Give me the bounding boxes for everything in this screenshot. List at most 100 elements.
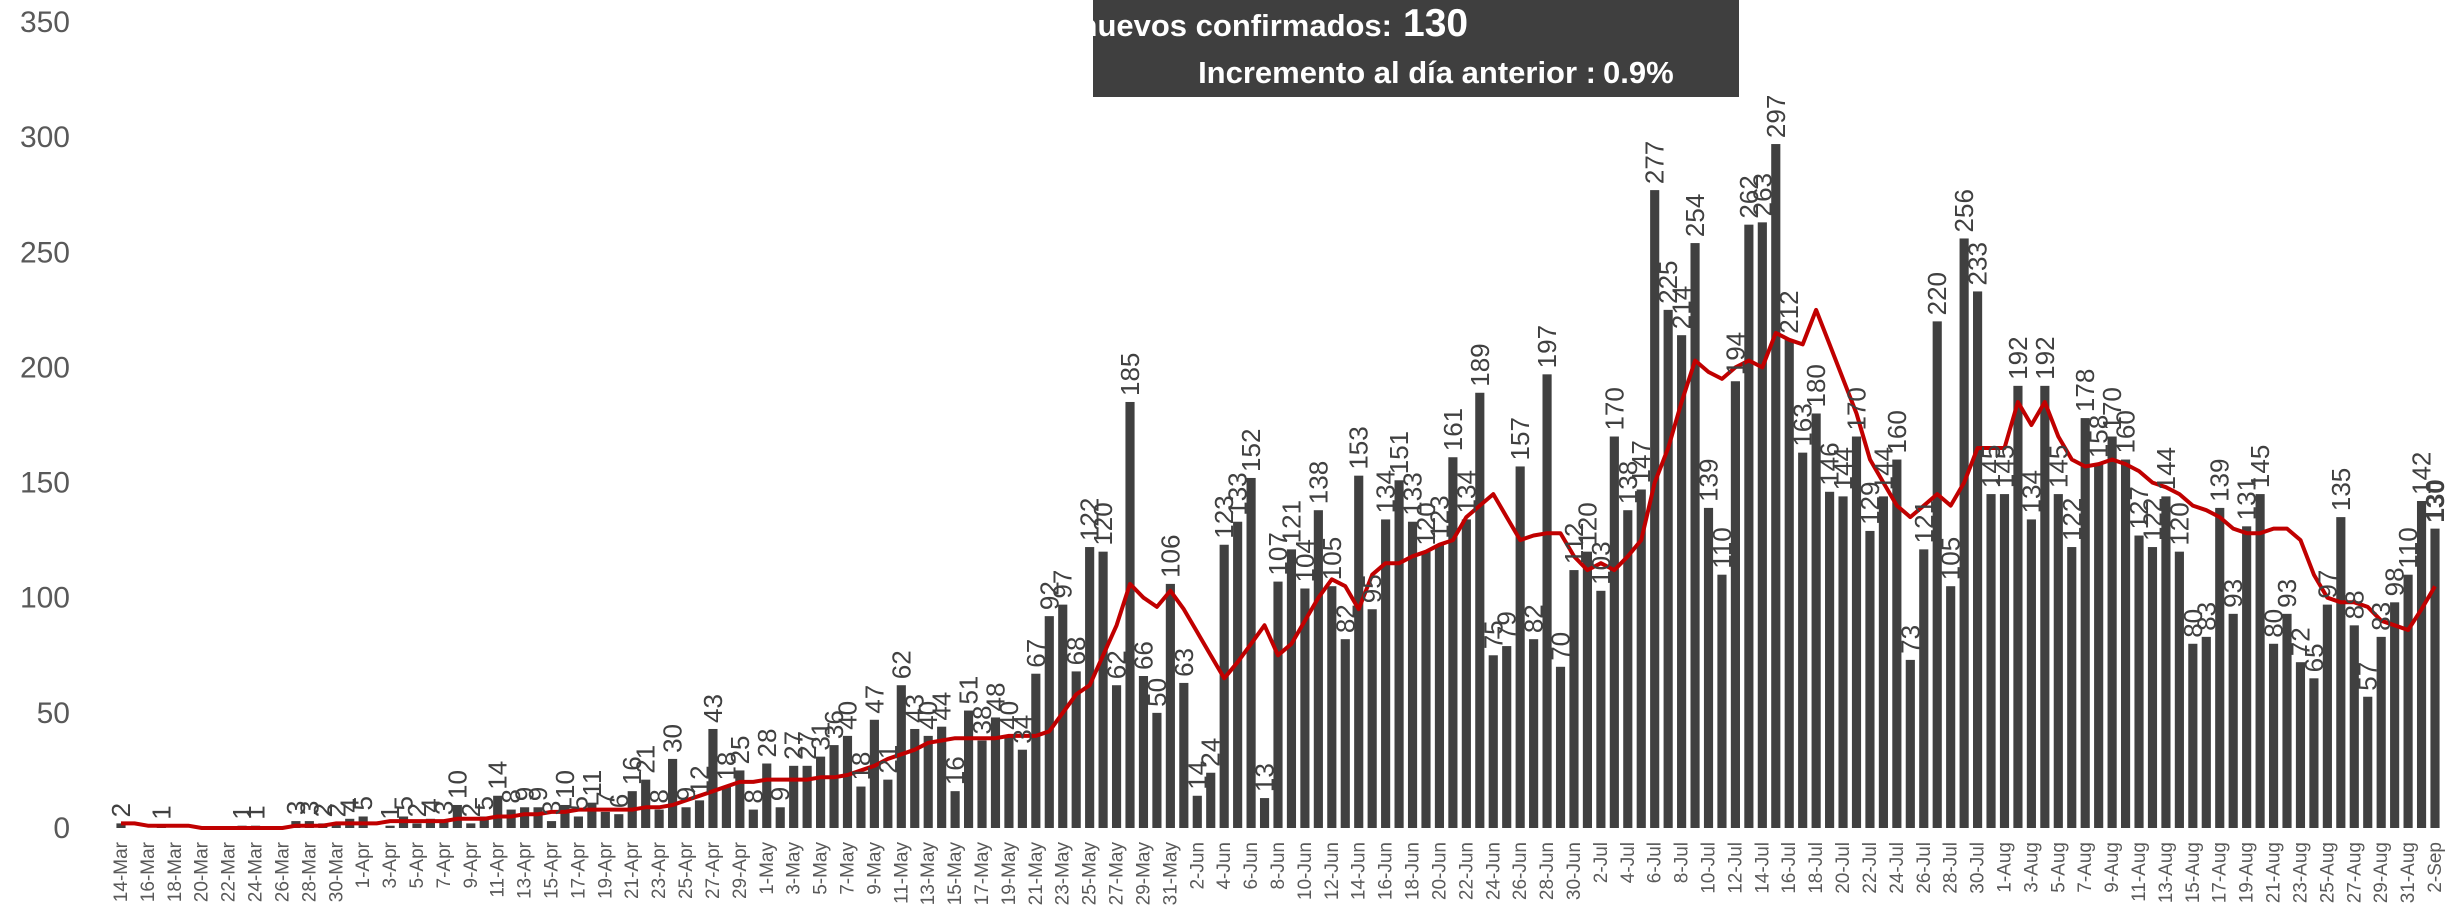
- bar: [2026, 519, 2036, 828]
- data-label: 194: [1720, 332, 1750, 375]
- bar: [1233, 521, 1243, 828]
- x-tick-label: 20-Jul: [1833, 842, 1854, 894]
- data-label: 147: [1626, 440, 1656, 483]
- bar: [2416, 500, 2427, 828]
- x-tick-label: 26-Jul: [1914, 842, 1935, 894]
- bar: [910, 728, 920, 828]
- bar: [2430, 528, 2440, 828]
- x-tick-label: 18-Mar: [165, 841, 186, 902]
- bar: [1609, 436, 1619, 828]
- data-label: 3: [294, 801, 324, 815]
- x-tick-label: 17-Apr: [568, 841, 589, 899]
- x-tick-label: 29-Apr: [730, 841, 751, 899]
- bar: [385, 825, 395, 828]
- bar: [2376, 636, 2386, 828]
- bar: [1851, 436, 1862, 828]
- data-label: 122: [2137, 498, 2167, 541]
- data-label: 70: [1546, 632, 1576, 661]
- data-label: 144: [1828, 447, 1858, 490]
- x-tick-label: 27-Apr: [703, 841, 724, 899]
- data-label: 40: [994, 701, 1024, 730]
- bar: [1757, 222, 1767, 828]
- bar: [1206, 772, 1216, 828]
- data-label: 5: [563, 796, 593, 810]
- bar: [2174, 551, 2184, 828]
- bar: [493, 795, 503, 828]
- data-label: 135: [2326, 468, 2356, 511]
- x-tick-label: 30-Jun: [1564, 842, 1585, 900]
- data-label: 104: [1290, 539, 1320, 582]
- data-label: 103: [1586, 541, 1616, 584]
- bar: [789, 765, 799, 828]
- bar: [977, 740, 987, 828]
- bar: [1300, 588, 1310, 828]
- data-label: 6: [604, 794, 634, 808]
- x-tick-label: 1-May: [757, 842, 778, 895]
- data-label: 44: [927, 692, 957, 721]
- x-tick-label: 25-Aug: [2317, 842, 2338, 903]
- data-label: 131: [2232, 477, 2262, 520]
- data-label: 16: [617, 756, 647, 785]
- bar: [1340, 639, 1350, 828]
- data-label: 160: [2111, 410, 2141, 453]
- bar: [1044, 616, 1054, 828]
- bar: [1865, 530, 1875, 828]
- x-tick-label: 23-Aug: [2290, 842, 2311, 903]
- data-label: 75: [1478, 620, 1508, 649]
- bar: [600, 811, 610, 828]
- bar: [816, 756, 826, 828]
- x-tick-label: 29-Aug: [2371, 842, 2392, 903]
- bar: [614, 814, 624, 828]
- bar: [1959, 238, 1969, 828]
- data-label: 153: [1344, 426, 1374, 469]
- x-tick-label: 15-Aug: [2183, 842, 2204, 903]
- data-label: 134: [1371, 470, 1401, 513]
- bar: [2322, 604, 2332, 828]
- bar: [2242, 526, 2252, 828]
- data-label: 10: [550, 770, 580, 799]
- bar: [1744, 224, 1754, 828]
- bar: [1488, 655, 1498, 828]
- bar: [439, 821, 449, 828]
- data-label: 160: [1882, 410, 1912, 453]
- bar: [116, 823, 126, 828]
- data-label: 120: [2164, 502, 2194, 545]
- data-label: 83: [2366, 602, 2396, 631]
- x-tick-label: 9-May: [864, 842, 885, 895]
- data-label: 34: [1007, 715, 1037, 744]
- data-label: 25: [725, 736, 755, 765]
- data-label: 21: [873, 745, 903, 774]
- x-tick-label: 3-Apr: [380, 841, 401, 888]
- data-label: 161: [1438, 408, 1468, 451]
- bar: [1165, 583, 1175, 828]
- data-label: 97: [2312, 570, 2342, 599]
- bar: [681, 807, 691, 828]
- data-label: 1: [146, 805, 176, 819]
- bar: [1569, 570, 1579, 828]
- data-label: 254: [1680, 194, 1710, 237]
- data-label: 3: [537, 801, 567, 815]
- x-tick-label: 19-Aug: [2237, 842, 2258, 903]
- bar: [1367, 609, 1377, 828]
- x-tick-label: 28-Mar: [299, 841, 320, 902]
- bar: [1475, 392, 1485, 828]
- data-label: 18: [711, 752, 741, 781]
- bar: [1542, 374, 1552, 828]
- bar: [2188, 643, 2198, 828]
- bar: [1811, 413, 1821, 828]
- x-tick-label: 24-Jun: [1483, 842, 1504, 900]
- bar: [762, 763, 772, 828]
- bar: [668, 758, 678, 828]
- data-label: 30: [658, 724, 688, 753]
- bar: [829, 745, 839, 828]
- x-tick-label: 29-May: [1133, 842, 1154, 906]
- bar: [1004, 735, 1014, 828]
- x-tick-label: 7-May: [837, 842, 858, 895]
- bar: [479, 816, 489, 828]
- data-label: 220: [1922, 272, 1952, 315]
- x-tick-label: 23-May: [1053, 842, 1074, 906]
- x-tick-label: 20-Mar: [192, 841, 213, 902]
- bar: [842, 735, 853, 828]
- data-label: 50: [1142, 678, 1172, 707]
- bar: [1999, 494, 2010, 828]
